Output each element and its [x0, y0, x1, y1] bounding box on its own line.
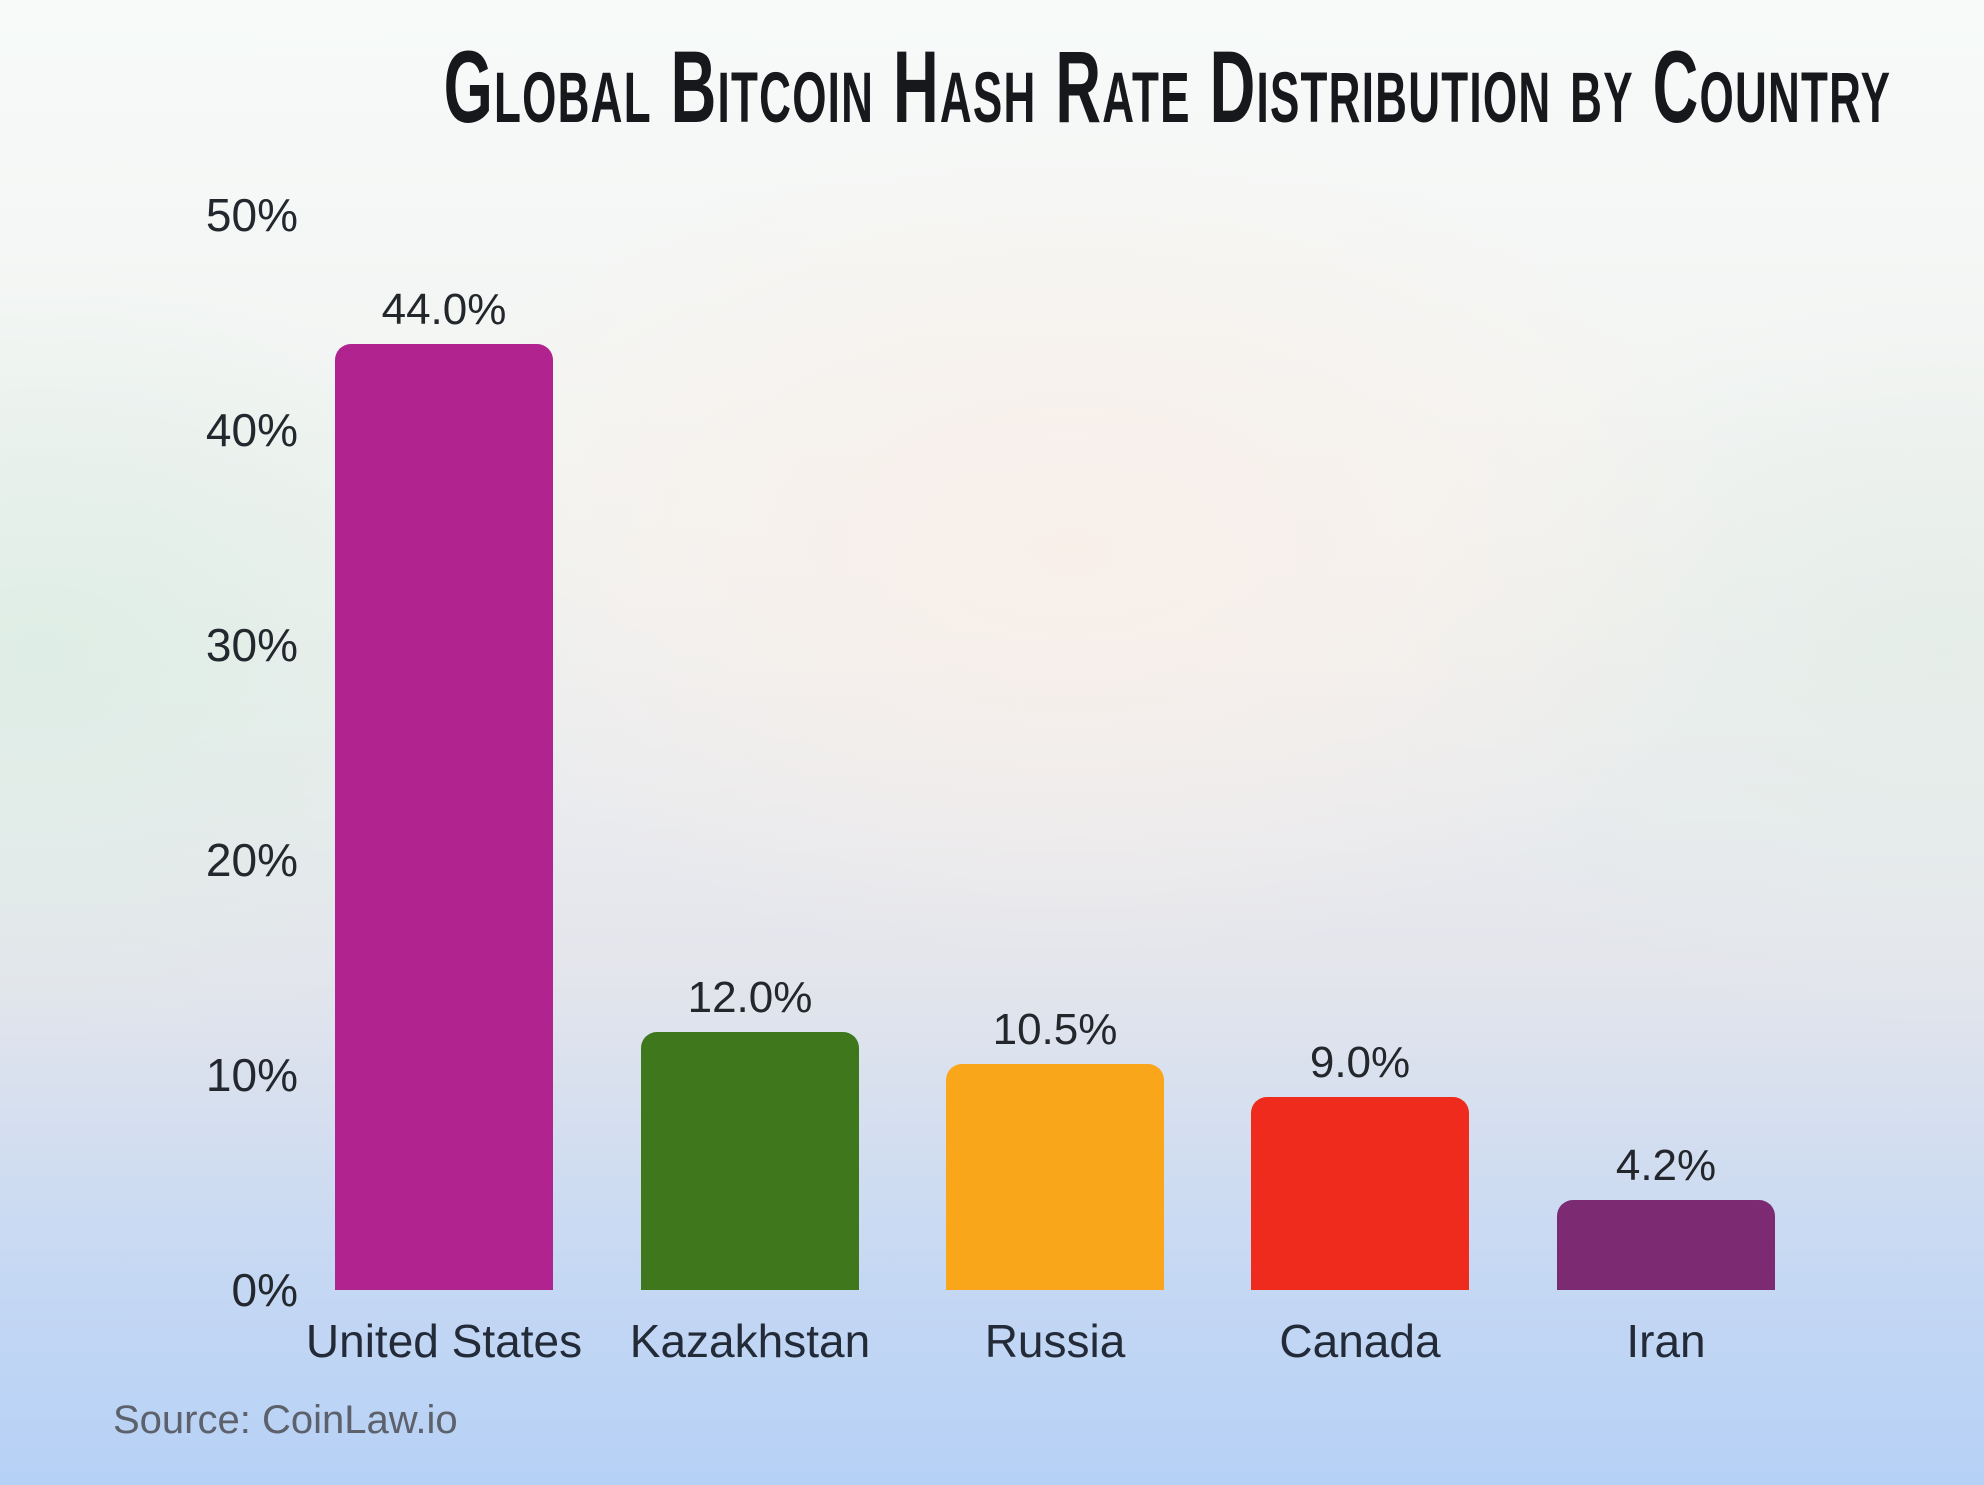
bar-united-states — [335, 344, 553, 1290]
bar-value-label-canada: 9.0% — [1309, 1037, 1411, 1087]
bar-canada — [1251, 1096, 1469, 1290]
x-axis-label-united-states: United States — [305, 1315, 583, 1367]
y-tick-label-10: 10% — [205, 1049, 298, 1101]
bar-value-label-united-states: 44.0% — [381, 285, 507, 334]
y-tick-label-40: 40% — [205, 404, 298, 456]
bar-iran — [1557, 1199, 1775, 1290]
x-axis-label-iran: Iran — [1626, 1315, 1706, 1367]
bar-russia — [946, 1064, 1164, 1290]
bar-value-label-russia: 10.5% — [992, 1005, 1118, 1055]
x-axis-label-kazakhstan: Kazakhstan — [629, 1315, 871, 1367]
y-tick-label-30: 30% — [205, 619, 298, 671]
x-axis-label-russia: Russia — [984, 1315, 1126, 1367]
y-tick-label-0: 0% — [231, 1264, 298, 1316]
y-tick-label-50: 50% — [205, 189, 298, 241]
x-axis-label-canada: Canada — [1279, 1315, 1441, 1367]
bar-value-label-iran: 4.2% — [1615, 1140, 1717, 1190]
bar-kazakhstan — [641, 1032, 859, 1290]
y-tick-label-20: 20% — [205, 834, 298, 886]
chart-title: Global Bitcoin Hash Rate Distribution by… — [0, 30, 1984, 144]
bar-value-label-kazakhstan: 12.0% — [687, 973, 813, 1022]
source-caption: Source: CoinLaw.io — [113, 1398, 458, 1442]
chart-title-text: Global Bitcoin Hash Rate Distribution by… — [443, 30, 1892, 144]
